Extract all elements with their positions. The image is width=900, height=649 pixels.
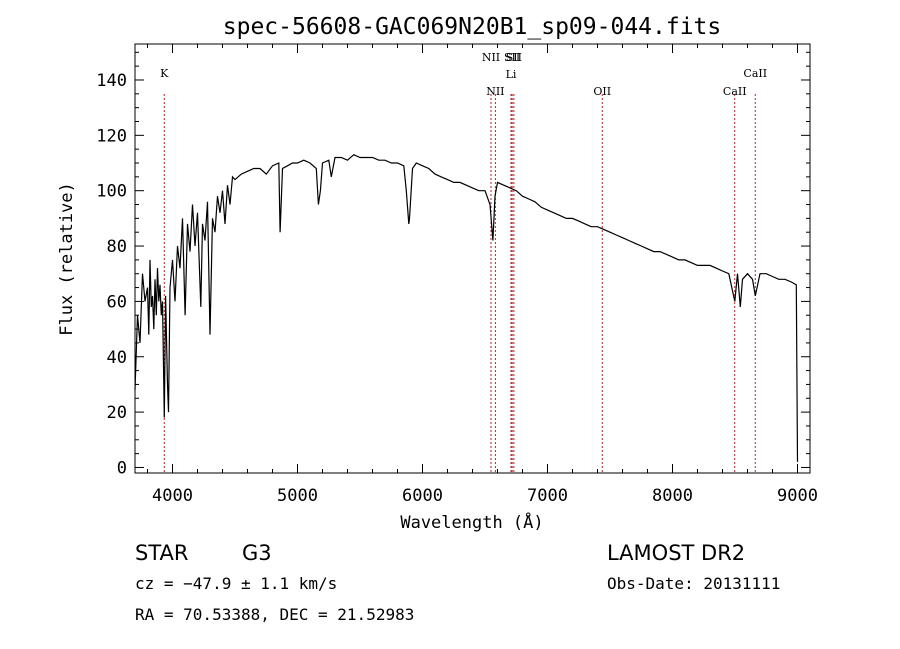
object-subclass: G3 bbox=[242, 541, 272, 565]
redshift-value: cz = −47.9 ± 1.1 km/s bbox=[135, 574, 337, 593]
plot-border bbox=[134, 43, 811, 474]
y-tick-label: 60 bbox=[107, 292, 127, 312]
y-tick-label: 120 bbox=[96, 126, 127, 146]
y-tick-label: 20 bbox=[107, 403, 127, 423]
observation-date: Obs-Date: 20131111 bbox=[607, 574, 780, 593]
survey-name: LAMOST DR2 bbox=[607, 541, 745, 565]
y-tick-label: 140 bbox=[96, 71, 127, 91]
spectrum-series bbox=[134, 153, 799, 462]
y-tick-label: 0 bbox=[117, 458, 127, 478]
chart-title: spec-56608-GAC069N20B1_sp09-044.fits bbox=[223, 14, 722, 40]
spectral-line-label: SII bbox=[506, 51, 522, 64]
x-tick-label: 8000 bbox=[652, 486, 693, 506]
y-axis-label: Flux (relative) bbox=[57, 182, 77, 336]
plot-frame bbox=[134, 43, 811, 474]
x-axis-label: Wavelength (Å) bbox=[400, 511, 543, 533]
spectral-line-label: CaII bbox=[743, 67, 767, 80]
coordinates: RA = 70.53388, DEC = 21.52983 bbox=[135, 605, 414, 624]
spectrum-line bbox=[134, 153, 799, 462]
x-tick-label: 4000 bbox=[152, 486, 193, 506]
spectral-line-label: NII bbox=[486, 85, 504, 98]
x-tick-label: 9000 bbox=[777, 486, 818, 506]
spectral-line-label: K bbox=[160, 67, 169, 80]
x-tick-label: 6000 bbox=[402, 486, 443, 506]
spectral-line-label: OII bbox=[593, 85, 611, 98]
object-type: STAR bbox=[135, 541, 188, 565]
y-tick-label: 80 bbox=[107, 237, 127, 257]
info-block: STAR G3 cz = −47.9 ± 1.1 km/s RA = 70.53… bbox=[135, 541, 780, 624]
spectral-line-label: Li bbox=[506, 68, 517, 81]
spectral-line-label: NII bbox=[482, 51, 500, 64]
x-tick-label: 5000 bbox=[277, 486, 318, 506]
x-axis: 4000 5000 6000 7000 8000 9000 bbox=[147, 44, 818, 506]
x-tick-label: 7000 bbox=[527, 486, 568, 506]
y-tick-label: 100 bbox=[96, 182, 127, 202]
y-tick-label: 40 bbox=[107, 348, 127, 368]
spectral-line-label: CaII bbox=[723, 85, 747, 98]
y-axis: 0 20 40 60 80 100 120 140 bbox=[96, 51, 810, 478]
spectral-line-label: SII bbox=[504, 51, 520, 64]
